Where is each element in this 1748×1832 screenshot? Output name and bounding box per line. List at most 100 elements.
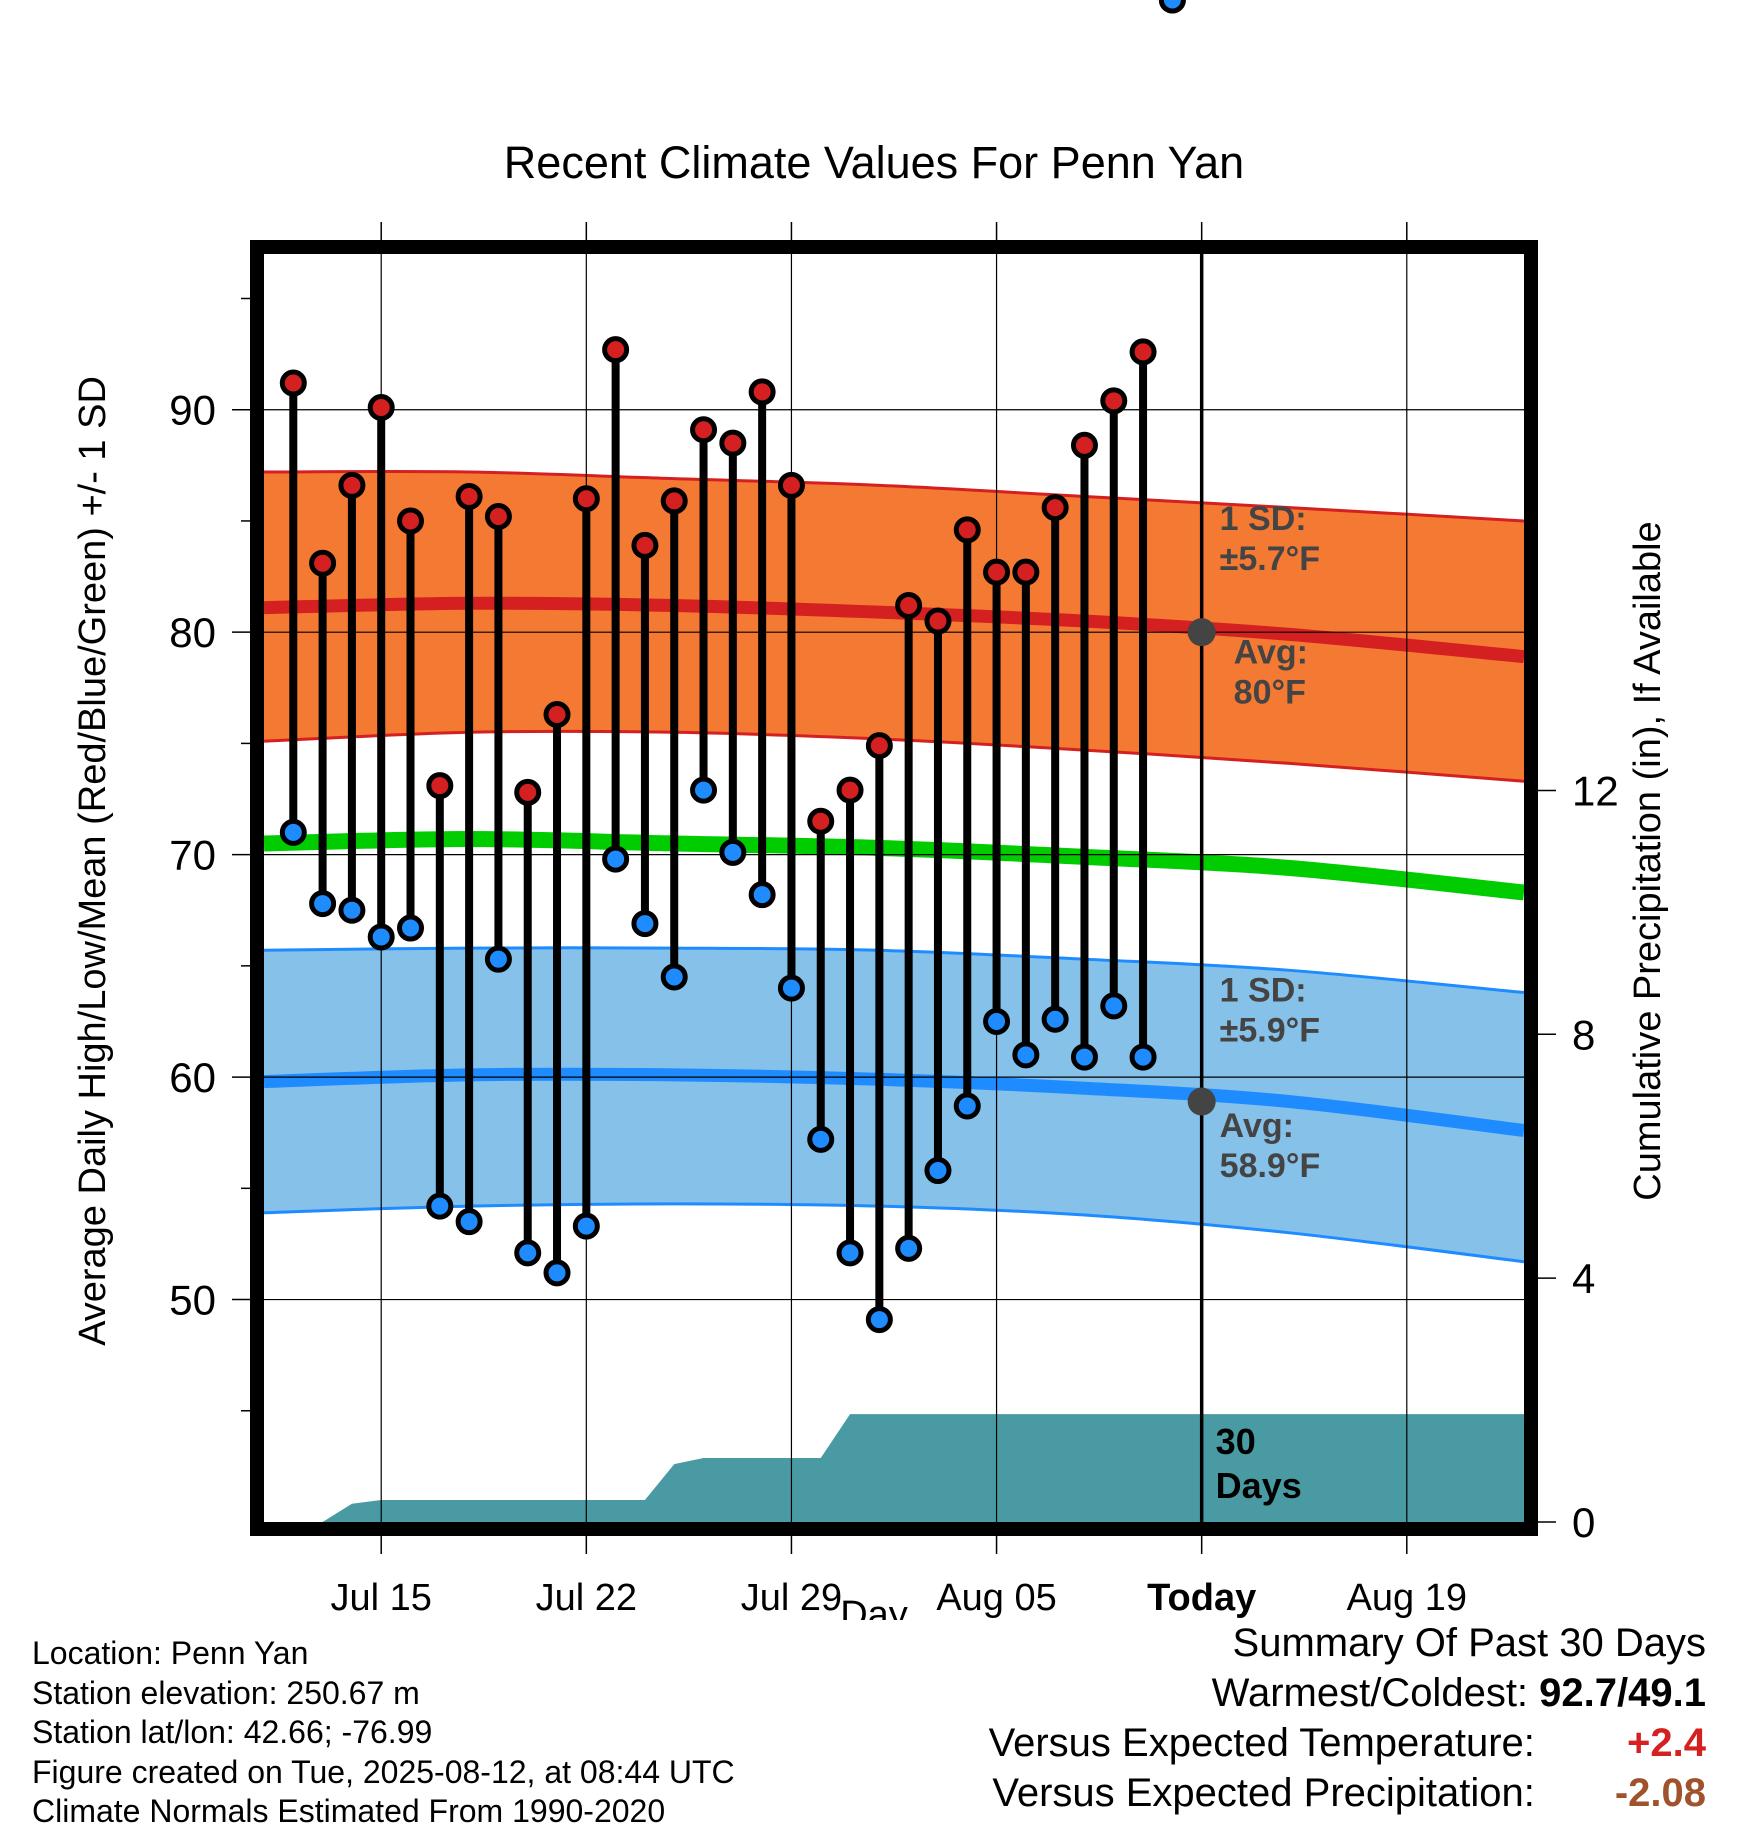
- daily-low-point: [924, 1157, 952, 1185]
- x-tick-label: Jul 22: [536, 1577, 637, 1619]
- daily-high-point: [397, 507, 425, 535]
- daily-low-point: [690, 776, 718, 804]
- daily-low-point: [660, 963, 688, 991]
- daily-high-point: [602, 336, 630, 364]
- elevation-text: Station elevation: 250.67 m: [32, 1674, 420, 1711]
- daily-high-point: [1041, 494, 1069, 522]
- today-avg-high-marker: [1187, 618, 1216, 647]
- daily-high-point: [367, 393, 395, 421]
- summary-panel: Summary Of Past 30 Days Warmest/Coldest:…: [989, 1618, 1706, 1818]
- high-sd-band: [264, 471, 1524, 782]
- daily-high-point: [836, 776, 864, 804]
- daily-high-point: [543, 700, 571, 728]
- daily-low-point: [514, 1239, 542, 1267]
- daily-high-point: [572, 485, 600, 513]
- normal-bands: [263, 470, 1525, 1264]
- daily-low-point: [279, 818, 307, 846]
- annotations: 1 SD: ±5.7°F Avg: 80°F 1 SD: ±5.9°F Avg: 58.9°F…: [1187, 500, 1320, 1506]
- daily-low-point: [1012, 1041, 1040, 1069]
- daily-low-point: [807, 1125, 835, 1153]
- y-tick-label: 80: [169, 609, 216, 656]
- daily-low-point: [631, 910, 659, 938]
- axes: 50 60 70 80 90 0 4 8 12 Jul 15 Jul 22 Jul 29 Aug 05 T…: [169, 222, 1619, 1619]
- daily-low-point: [426, 1192, 454, 1220]
- latlon-text: Station lat/lon: 42.66; -76.99: [32, 1714, 433, 1750]
- daily-high-point: [1129, 338, 1157, 366]
- temp-label: Versus Expected Temperature:: [988, 1721, 1535, 1765]
- daily-high-point: [484, 502, 512, 530]
- x-tick-label: Jul 15: [331, 1577, 432, 1619]
- precip-tick-label: 8: [1572, 1011, 1595, 1058]
- daily-low-point: [338, 896, 366, 924]
- y-axis-label-left: Average Daily High/Low/Mean (Red/Blue/Gr…: [72, 376, 114, 1346]
- x-tick-label: Jul 29: [741, 1577, 842, 1619]
- x-tick-label: Aug 19: [1347, 1577, 1467, 1619]
- daily-high-point: [455, 482, 483, 510]
- precip-row: Versus Expected Precipitation: -2.08: [989, 1768, 1706, 1818]
- daily-high-point: [719, 429, 747, 457]
- daily-high-point: [865, 732, 893, 760]
- chart-title: Recent Climate Values For Penn Yan: [504, 137, 1244, 188]
- y-tick-label: 90: [169, 387, 216, 434]
- daily-high-point: [807, 807, 835, 835]
- daily-high-point: [514, 778, 542, 806]
- daily-high-point: [1012, 558, 1040, 586]
- precipitation-area: [264, 1414, 1524, 1522]
- daily-high-point: [748, 378, 776, 406]
- daily-high-point: [777, 471, 805, 499]
- x-axis-label: Day: [840, 1594, 908, 1620]
- low-sd-band: [264, 947, 1524, 1262]
- daily-high-point: [983, 558, 1011, 586]
- high-sd-annotation: 1 SD: ±5.7°F: [1220, 500, 1320, 578]
- precip-tick-label: 0: [1572, 1499, 1595, 1546]
- y-tick-label: 70: [169, 832, 216, 879]
- y-tick-label: 50: [169, 1277, 216, 1324]
- created-text: Figure created on Tue, 2025-08-12, at 08…: [32, 1753, 735, 1790]
- warmest-row: Warmest/Coldest: 92.7/49.1: [989, 1668, 1706, 1718]
- daily-range-series: [279, 0, 1186, 1334]
- daily-low-point: [572, 1212, 600, 1240]
- daily-low-point: [455, 1208, 483, 1236]
- temp-value: +2.4: [1627, 1721, 1706, 1765]
- precip-value: -2.08: [1614, 1771, 1706, 1815]
- daily-low-point: [719, 838, 747, 866]
- station-info: Location: Penn Yan Station elevation: 25…: [32, 1634, 735, 1832]
- warmest-value: 92.7/49.1: [1539, 1671, 1706, 1715]
- y-tick-label: 60: [169, 1054, 216, 1101]
- avg-mean-line: [263, 831, 1525, 901]
- daily-high-point: [338, 471, 366, 499]
- daily-low-point: [543, 1259, 571, 1287]
- daily-low-point: [1041, 1005, 1069, 1033]
- daily-high-point: [426, 772, 454, 800]
- daily-high-point: [895, 591, 923, 619]
- temp-row: Versus Expected Temperature: +2.4: [989, 1718, 1706, 1768]
- daily-low-point: [777, 974, 805, 1002]
- gridlines: [264, 254, 1524, 1522]
- plot-frame: [250, 240, 1538, 1536]
- precip-label: Versus Expected Precipitation:: [992, 1771, 1535, 1815]
- summary-title: Summary Of Past 30 Days: [1232, 1621, 1706, 1665]
- location-text: Location: Penn Yan: [32, 1635, 309, 1671]
- daily-low-point: [1100, 992, 1128, 1020]
- daily-low-point: [865, 1306, 893, 1334]
- daily-low-point: [836, 1239, 864, 1267]
- daily-low-point: [484, 945, 512, 973]
- daily-low-point: [983, 1007, 1011, 1035]
- high-band-upper-edge: [263, 470, 1525, 523]
- daily-low-point: [397, 914, 425, 942]
- daily-high-point: [924, 607, 952, 635]
- daily-low-point: [309, 890, 337, 918]
- daily-low-point: [602, 845, 630, 873]
- daily-high-point: [631, 531, 659, 559]
- daily-low-point: [748, 881, 776, 909]
- x-tick-label: Aug 05: [936, 1577, 1056, 1619]
- daily-low-point: [367, 923, 395, 951]
- daily-low-point: [1158, 0, 1186, 14]
- daily-low-point: [953, 1092, 981, 1120]
- precip-tick-label: 12: [1572, 767, 1619, 814]
- daily-high-point: [1070, 431, 1098, 459]
- precip-tick-label: 4: [1572, 1255, 1595, 1302]
- daily-low-point: [1129, 1043, 1157, 1071]
- daily-high-point: [660, 487, 688, 515]
- daily-low-point: [895, 1234, 923, 1262]
